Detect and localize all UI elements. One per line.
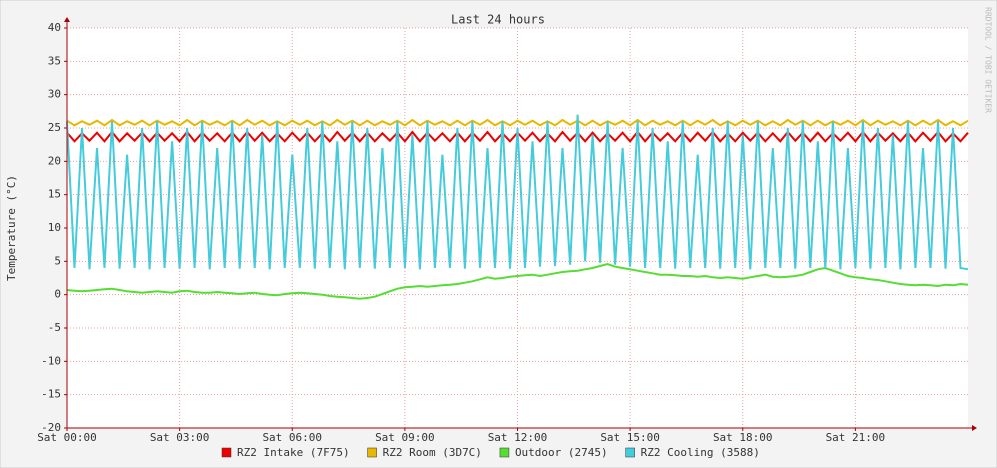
grid (66, 27, 968, 429)
y-tick-label: 5 (54, 254, 61, 267)
legend: RZ2 Intake (7F75) RZ2 Room (3D7C) Outdoor … (221, 446, 760, 459)
y-tick-label: 30 (48, 88, 61, 101)
lines (66, 114, 969, 300)
x-tick-label: Sat 03:00 (150, 431, 210, 444)
x-tick-label: Sat 00:00 (37, 431, 97, 444)
series-line (66, 262, 969, 300)
legend-label: RZ2 Cooling (3588) (641, 446, 760, 459)
y-tick-label: 35 (48, 54, 61, 67)
y-tick-label: 25 (48, 121, 61, 134)
legend-swatch (499, 447, 510, 458)
x-tick-label: Sat 15:00 (600, 431, 660, 444)
legend-swatch (625, 447, 635, 458)
y-tick-label: -20 (41, 421, 61, 434)
y-tick-label: 15 (48, 188, 61, 201)
legend-label: Outdoor (2745) (515, 446, 608, 459)
x-axis-arrow (972, 425, 977, 431)
y-tick-label: -5 (48, 321, 61, 334)
y-tick-label: 10 (48, 221, 61, 234)
y-tick-label: 40 (48, 21, 61, 34)
y-tick-label: 0 (54, 288, 61, 301)
y-tick-label: -10 (41, 354, 61, 367)
x-tick-label: Sat 18:00 (713, 431, 773, 444)
y-axis-label: Temperature (°C) (5, 175, 18, 281)
legend-label: RZ2 Room (3D7C) (383, 446, 482, 459)
legend-label: RZ2 Intake (7F75) (237, 446, 350, 459)
axes: -20 -15 -10 -5 0 5 10 15 20 25 30 35 40 Sat 00:00 Sat … (37, 17, 977, 444)
watermark: RRDTOOL / TOBI OETIKER (984, 7, 993, 113)
legend-swatch (221, 447, 232, 458)
legend-swatch (367, 447, 377, 458)
y-tick-label: 20 (48, 154, 61, 167)
x-tick-label: Sat 09:00 (375, 431, 435, 444)
x-tick-label: Sat 21:00 (826, 431, 886, 444)
y-axis-arrow (64, 17, 70, 22)
x-tick-label: Sat 06:00 (262, 431, 322, 444)
x-tick-label: Sat 12:00 (488, 431, 548, 444)
chart-title: Last 24 hours (451, 13, 545, 27)
y-tick-label: -15 (41, 388, 61, 401)
series-line (66, 114, 969, 271)
series-line (66, 118, 969, 127)
